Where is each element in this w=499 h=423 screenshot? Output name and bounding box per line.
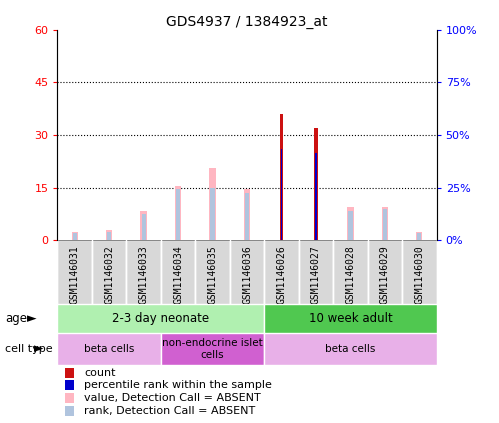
Bar — [280, 114, 283, 240]
Bar — [161, 333, 264, 365]
Text: ►: ► — [34, 342, 43, 355]
Text: GSM1146027: GSM1146027 — [311, 245, 321, 304]
Text: ►: ► — [27, 312, 37, 325]
Text: GSM1146031: GSM1146031 — [70, 245, 80, 304]
Text: GSM1146035: GSM1146035 — [208, 245, 218, 304]
Bar — [402, 240, 437, 305]
Text: non-endocrine islet
cells: non-endocrine islet cells — [162, 338, 263, 360]
Bar — [382, 207, 388, 240]
Bar — [210, 168, 216, 240]
Bar — [230, 240, 264, 305]
Text: GSM1146032: GSM1146032 — [104, 245, 114, 304]
Text: beta cells: beta cells — [84, 344, 134, 354]
Bar — [65, 407, 74, 416]
Bar — [71, 231, 78, 240]
Bar — [175, 186, 181, 240]
Text: GSM1146028: GSM1146028 — [345, 245, 355, 304]
Bar — [65, 380, 74, 390]
Bar — [57, 333, 161, 365]
Bar — [264, 240, 299, 305]
Bar — [126, 240, 161, 305]
Bar — [57, 240, 92, 305]
Text: percentile rank within the sample: percentile rank within the sample — [84, 380, 272, 390]
Bar — [65, 368, 74, 378]
Bar — [211, 188, 215, 240]
Text: age: age — [5, 312, 27, 325]
Text: GSM1146033: GSM1146033 — [139, 245, 149, 304]
Bar — [245, 193, 249, 240]
Text: 10 week adult: 10 week adult — [308, 312, 392, 325]
Bar — [348, 211, 352, 240]
Text: GSM1146036: GSM1146036 — [242, 245, 252, 304]
Bar — [333, 240, 368, 305]
Text: GSM1146026: GSM1146026 — [276, 245, 286, 304]
Bar — [417, 233, 422, 240]
Bar — [176, 190, 180, 240]
Bar — [244, 190, 250, 240]
Bar — [195, 240, 230, 305]
Bar — [264, 333, 437, 365]
Text: GSM1146034: GSM1146034 — [173, 245, 183, 304]
Bar — [314, 128, 317, 240]
Bar — [315, 153, 317, 240]
Bar — [92, 240, 126, 305]
Bar — [264, 305, 437, 333]
Bar — [107, 231, 111, 240]
Text: cell type: cell type — [5, 344, 52, 354]
Bar — [280, 149, 282, 240]
Text: 2-3 day neonate: 2-3 day neonate — [112, 312, 210, 325]
Bar — [142, 214, 146, 240]
Text: GSM1146030: GSM1146030 — [414, 245, 424, 304]
Bar — [368, 240, 402, 305]
Text: rank, Detection Call = ABSENT: rank, Detection Call = ABSENT — [84, 406, 255, 416]
Bar — [416, 231, 423, 240]
Bar — [161, 240, 195, 305]
Bar — [57, 305, 264, 333]
Bar — [383, 209, 387, 240]
Text: value, Detection Call = ABSENT: value, Detection Call = ABSENT — [84, 393, 260, 403]
Bar — [72, 233, 77, 240]
Bar — [106, 230, 112, 240]
Text: count: count — [84, 368, 115, 378]
Bar — [299, 240, 333, 305]
Text: beta cells: beta cells — [325, 344, 376, 354]
Title: GDS4937 / 1384923_at: GDS4937 / 1384923_at — [166, 14, 328, 29]
Text: GSM1146029: GSM1146029 — [380, 245, 390, 304]
Bar — [141, 211, 147, 240]
Bar — [65, 393, 74, 403]
Bar — [347, 207, 353, 240]
